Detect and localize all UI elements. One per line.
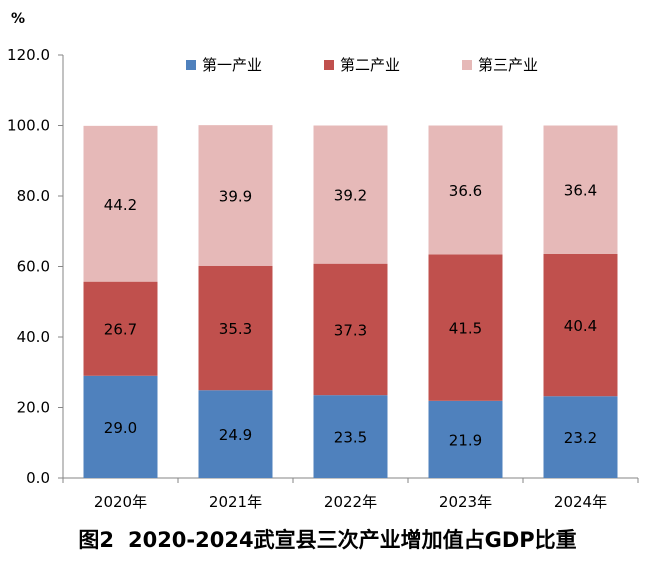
data-label: 41.5 — [449, 320, 482, 338]
bar-segment — [83, 281, 158, 376]
data-label: 35.3 — [219, 320, 252, 338]
bar-segment — [83, 125, 158, 282]
bar-segment — [428, 254, 503, 401]
legend-label: 第一产业 — [202, 56, 262, 74]
data-label: 40.4 — [564, 317, 597, 335]
bar-segment — [543, 125, 618, 254]
data-label: 37.3 — [334, 321, 367, 339]
bar-segment — [198, 390, 273, 478]
data-label: 36.6 — [449, 182, 482, 200]
figure-caption: 图2 2020-2024武宣县三次产业增加值占GDP比重 — [0, 522, 655, 558]
data-label: 21.9 — [449, 431, 482, 449]
y-tick-label: 40.0 — [17, 328, 50, 346]
x-tick-label: 2023年 — [439, 493, 492, 511]
y-tick-label: 80.0 — [17, 187, 50, 205]
x-tick-label: 2021年 — [209, 493, 262, 511]
bar-segment — [543, 253, 618, 397]
data-label: 36.4 — [564, 182, 597, 200]
bar-segment — [428, 125, 503, 255]
legend-label: 第二产业 — [340, 56, 400, 74]
bar-segment — [198, 265, 273, 391]
y-tick-label: 0.0 — [26, 469, 50, 487]
y-tick-label: 60.0 — [17, 258, 50, 276]
x-tick-label: 2024年 — [554, 493, 607, 511]
data-label: 39.9 — [219, 187, 252, 205]
data-label: 23.5 — [334, 429, 367, 447]
data-label: 44.2 — [104, 196, 137, 214]
y-tick-label: 20.0 — [17, 399, 50, 417]
figure-title: 2020-2024武宣县三次产业增加值占GDP比重 — [127, 528, 577, 552]
bar-segment — [313, 395, 388, 478]
chart-area: % 0.0 20.0 40.0 60.0 80.0 100.0 120.0 29.0 26.7 44… — [7, 11, 639, 511]
data-label: 23.2 — [564, 429, 597, 447]
bar-segment — [83, 375, 158, 478]
bar-segment — [543, 396, 618, 478]
data-label: 39.2 — [334, 187, 367, 205]
bar-segment — [198, 125, 273, 266]
y-unit-label: % — [11, 11, 25, 27]
bar-segment — [313, 263, 388, 396]
legend-swatch — [324, 60, 334, 70]
bar-segment — [313, 125, 388, 264]
legend-swatch — [462, 60, 472, 70]
data-label: 24.9 — [219, 426, 252, 444]
y-tick-label: 120.0 — [7, 46, 50, 64]
x-tick-label: 2020年 — [94, 493, 147, 511]
legend-swatch — [186, 60, 196, 70]
y-tick-label: 100.0 — [7, 117, 50, 135]
bar-segment — [428, 400, 503, 478]
figure-label: 图2 — [78, 528, 114, 552]
x-tick-label: 2022年 — [324, 493, 377, 511]
data-label: 29.0 — [104, 419, 137, 437]
legend-label: 第三产业 — [478, 56, 538, 74]
data-label: 26.7 — [104, 321, 137, 339]
stacked-bar-chart: % 0.0 20.0 40.0 60.0 80.0 100.0 120.0 29.0 26.7 44… — [7, 11, 639, 511]
